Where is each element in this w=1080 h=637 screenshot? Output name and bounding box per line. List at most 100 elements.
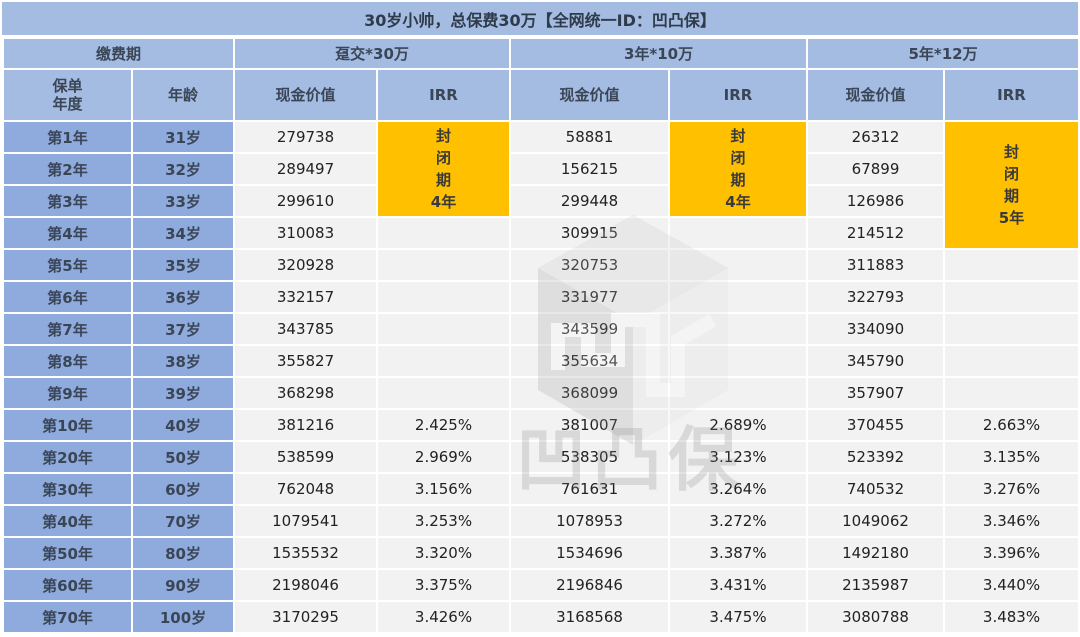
cash-value-cell: 1534696 bbox=[509, 536, 671, 570]
table-row: 第7年 37岁 343785 343599 334090 bbox=[2, 312, 1080, 346]
payment-period-header: 缴费期 bbox=[1, 37, 236, 70]
irr-cell: 3.387% bbox=[668, 536, 809, 570]
cash-value-cell: 355634 bbox=[509, 344, 671, 378]
irr-cell: 2.689% bbox=[668, 408, 809, 442]
irr-cell: 3.396% bbox=[943, 536, 1080, 570]
policy-year-header-line2: 年度 bbox=[52, 95, 83, 113]
irr-cell: 3.483% bbox=[943, 600, 1080, 634]
closed-period-badge: 封闭期 5年 bbox=[943, 120, 1080, 250]
closed-period-text: 闭 bbox=[436, 149, 452, 167]
policy-year-cell: 第4年 bbox=[2, 216, 133, 250]
cash-value-cell: 3170295 bbox=[233, 600, 379, 634]
closed-period-text: 4年 bbox=[725, 193, 751, 211]
cash-value-cell: 1049062 bbox=[806, 504, 946, 538]
irr-cell: 3.264% bbox=[668, 472, 809, 506]
cash-value-cell: 3080788 bbox=[806, 600, 946, 634]
cash-value-cell: 368298 bbox=[233, 376, 379, 410]
policy-year-cell: 第30年 bbox=[2, 472, 133, 506]
age-cell: 35岁 bbox=[130, 248, 236, 282]
closed-period-badge: 封闭期 4年 bbox=[668, 120, 809, 218]
cash-value-cell: 345790 bbox=[806, 344, 946, 378]
policy-year-cell: 第10年 bbox=[2, 408, 133, 442]
cash-value-cell: 1492180 bbox=[806, 536, 946, 570]
age-cell: 90岁 bbox=[130, 568, 236, 602]
irr-cell bbox=[943, 376, 1080, 410]
closed-period-text: 5年 bbox=[998, 209, 1025, 227]
plan-header-3yr: 3年*10万 bbox=[509, 37, 809, 70]
irr-cell bbox=[376, 312, 512, 346]
irr-cell: 2.663% bbox=[943, 408, 1080, 442]
policy-year-cell: 第3年 bbox=[2, 184, 133, 218]
irr-cell: 3.135% bbox=[943, 440, 1080, 474]
cash-value-cell: 523392 bbox=[806, 440, 946, 474]
closed-period-text: 封 bbox=[730, 127, 746, 145]
irr-cell bbox=[668, 312, 809, 346]
age-cell: 39岁 bbox=[130, 376, 236, 410]
closed-period-text: 4年 bbox=[430, 193, 457, 211]
cash-value-cell: 370455 bbox=[806, 408, 946, 442]
table-row: 第3年 33岁 299610 299448 126986 bbox=[2, 184, 1079, 218]
cash-value-cell: 279738 bbox=[233, 120, 379, 154]
irr-cell bbox=[376, 216, 512, 250]
cash-value-cell: 299448 bbox=[509, 184, 671, 218]
plan-header-single: 趸交*30万 bbox=[233, 37, 512, 70]
irr-header: IRR bbox=[943, 68, 1080, 122]
irr-cell bbox=[668, 376, 809, 410]
cash-value-cell: 355827 bbox=[233, 344, 379, 378]
cash-value-cell: 156215 bbox=[509, 152, 671, 186]
cash-value-cell: 311883 bbox=[806, 248, 946, 282]
irr-cell bbox=[668, 216, 809, 250]
irr-cell bbox=[943, 312, 1080, 346]
cash-value-cell: 1078953 bbox=[509, 504, 671, 538]
table-row: 第30年 60岁 762048 3.156% 761631 3.264% 740532 3.2… bbox=[2, 472, 1080, 506]
irr-cell: 3.156% bbox=[376, 472, 512, 506]
cash-value-cell: 320753 bbox=[509, 248, 671, 282]
cash-value-cell: 289497 bbox=[233, 152, 379, 186]
irr-cell: 3.346% bbox=[943, 504, 1080, 538]
cash-value-cell: 740532 bbox=[806, 472, 946, 506]
table-row: 第9年 39岁 368298 368099 357907 bbox=[2, 376, 1080, 410]
policy-year-cell: 第20年 bbox=[2, 440, 133, 474]
table-title: 30岁小帅，总保费30万【全网统一ID：凹凸保】 bbox=[2, 2, 1078, 35]
closed-period-text: 封 bbox=[436, 127, 452, 145]
policy-year-cell: 第2年 bbox=[2, 152, 133, 186]
irr-cell bbox=[943, 280, 1080, 314]
table-row: 第40年 70岁 1079541 3.253% 1078953 3.272% 1049062… bbox=[2, 504, 1080, 538]
irr-cell bbox=[668, 280, 809, 314]
table-row: 第6年 36岁 332157 331977 322793 bbox=[2, 280, 1080, 314]
table-row: 第2年 32岁 289497 156215 67899 bbox=[2, 152, 1079, 186]
age-cell: 80岁 bbox=[130, 536, 236, 570]
irr-cell: 3.123% bbox=[668, 440, 809, 474]
cash-value-cell: 381007 bbox=[509, 408, 671, 442]
cash-value-cell: 3168568 bbox=[509, 600, 671, 634]
closed-period-text: 期 bbox=[436, 171, 452, 189]
cash-value-cell: 58881 bbox=[509, 120, 671, 154]
cash-value-cell: 310083 bbox=[233, 216, 379, 250]
policy-year-cell: 第40年 bbox=[2, 504, 133, 538]
irr-cell: 3.431% bbox=[668, 568, 809, 602]
cash-value-cell: 343785 bbox=[233, 312, 379, 346]
policy-year-cell: 第60年 bbox=[2, 568, 133, 602]
irr-cell bbox=[376, 376, 512, 410]
cash-value-cell: 538599 bbox=[233, 440, 379, 474]
age-cell: 34岁 bbox=[130, 216, 236, 250]
age-cell: 37岁 bbox=[130, 312, 236, 346]
table-row: 第60年 90岁 2198046 3.375% 2196846 3.431% 2135987… bbox=[2, 568, 1080, 602]
policy-year-cell: 第1年 bbox=[2, 120, 133, 154]
cash-value-cell: 334090 bbox=[806, 312, 946, 346]
table-row: 第70年 100岁 3170295 3.426% 3168568 3.475% 308078… bbox=[2, 600, 1080, 634]
age-cell: 31岁 bbox=[130, 120, 236, 154]
cash-value-cell: 1535532 bbox=[233, 536, 379, 570]
age-cell: 40岁 bbox=[130, 408, 236, 442]
cash-value-cell: 67899 bbox=[806, 152, 946, 186]
irr-cell: 2.425% bbox=[376, 408, 512, 442]
table-row: 第20年 50岁 538599 2.969% 538305 3.123% 523392 3.1… bbox=[2, 440, 1080, 474]
policy-year-cell: 第8年 bbox=[2, 344, 133, 378]
table-row: 第10年 40岁 381216 2.425% 381007 2.689% 370455 2.6… bbox=[2, 408, 1080, 442]
plan-header-5yr: 5年*12万 bbox=[806, 37, 1080, 70]
age-header: 年龄 bbox=[130, 68, 236, 122]
policy-year-cell: 第5年 bbox=[2, 248, 133, 282]
age-cell: 36岁 bbox=[130, 280, 236, 314]
table-row: 第1年 31岁 279738 封闭期 4年 58881 封闭期 4年 26312 封闭期 5年 bbox=[2, 120, 1080, 250]
closed-period-text: 封 bbox=[1004, 143, 1020, 161]
